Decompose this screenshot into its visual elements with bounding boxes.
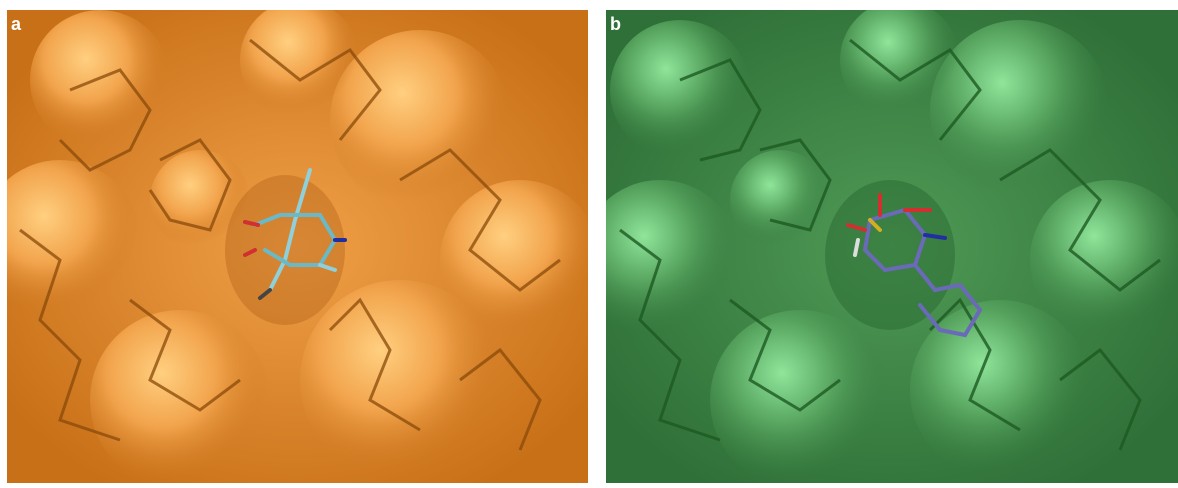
panel-b: b — [580, 0, 1178, 488]
panel-label: b — [610, 14, 621, 34]
panel-a: a — [0, 0, 600, 488]
panel-label: a — [11, 14, 22, 34]
figure: a b — [0, 0, 1178, 488]
